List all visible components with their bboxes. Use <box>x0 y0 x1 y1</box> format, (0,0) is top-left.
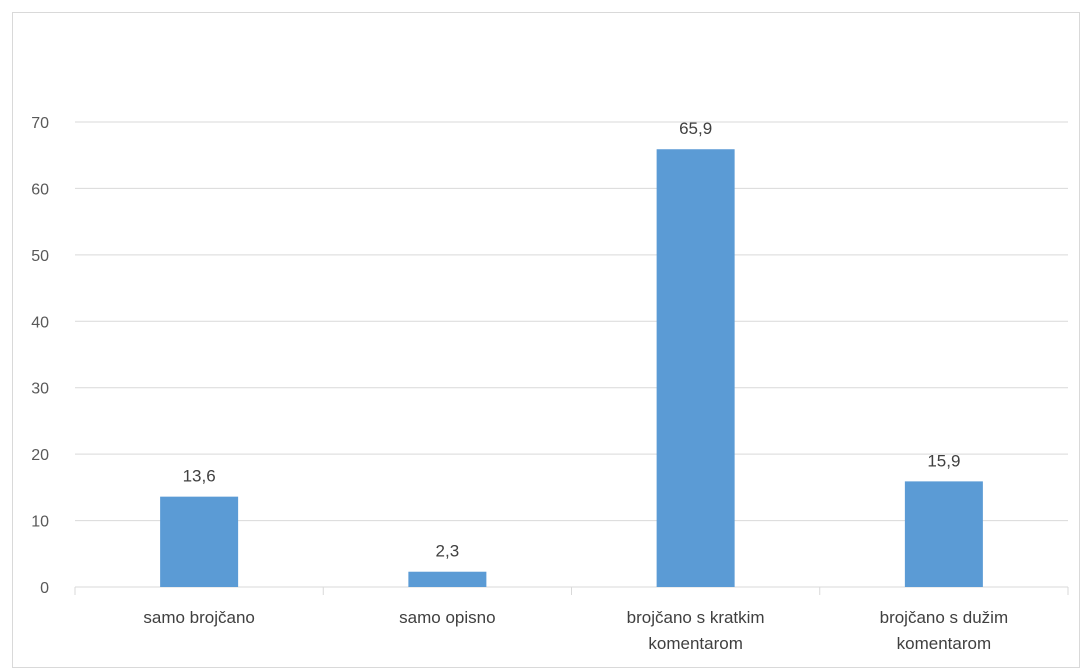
data-label: 65,9 <box>679 119 712 138</box>
data-label: 15,9 <box>927 451 960 470</box>
y-tick-label: 70 <box>31 115 49 132</box>
y-tick-label: 60 <box>31 181 49 198</box>
x-tick-label: samo brojčano <box>143 608 255 627</box>
bar <box>656 149 735 587</box>
bar <box>160 496 239 587</box>
x-tick-label: samo opisno <box>399 608 495 627</box>
y-tick-label: 10 <box>31 514 49 531</box>
x-tick-label: brojčano s dužim <box>880 608 1009 627</box>
x-tick-label: komentarom <box>648 634 742 653</box>
y-tick-label: 20 <box>31 447 49 464</box>
bar <box>904 481 983 587</box>
y-tick-label: 30 <box>31 381 49 398</box>
data-label: 13,6 <box>183 467 216 486</box>
y-tick-label: 0 <box>40 580 49 597</box>
y-tick-label: 50 <box>31 248 49 265</box>
x-tick-label: komentarom <box>897 634 991 653</box>
data-label: 2,3 <box>436 542 460 561</box>
bar <box>408 571 487 587</box>
x-tick-label: brojčano s kratkim <box>627 608 765 627</box>
y-tick-label: 40 <box>31 314 49 331</box>
